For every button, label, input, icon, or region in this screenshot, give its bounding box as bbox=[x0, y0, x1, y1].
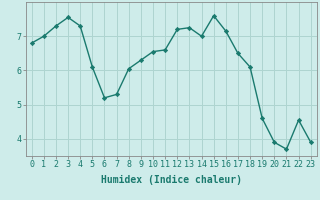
X-axis label: Humidex (Indice chaleur): Humidex (Indice chaleur) bbox=[101, 175, 242, 185]
